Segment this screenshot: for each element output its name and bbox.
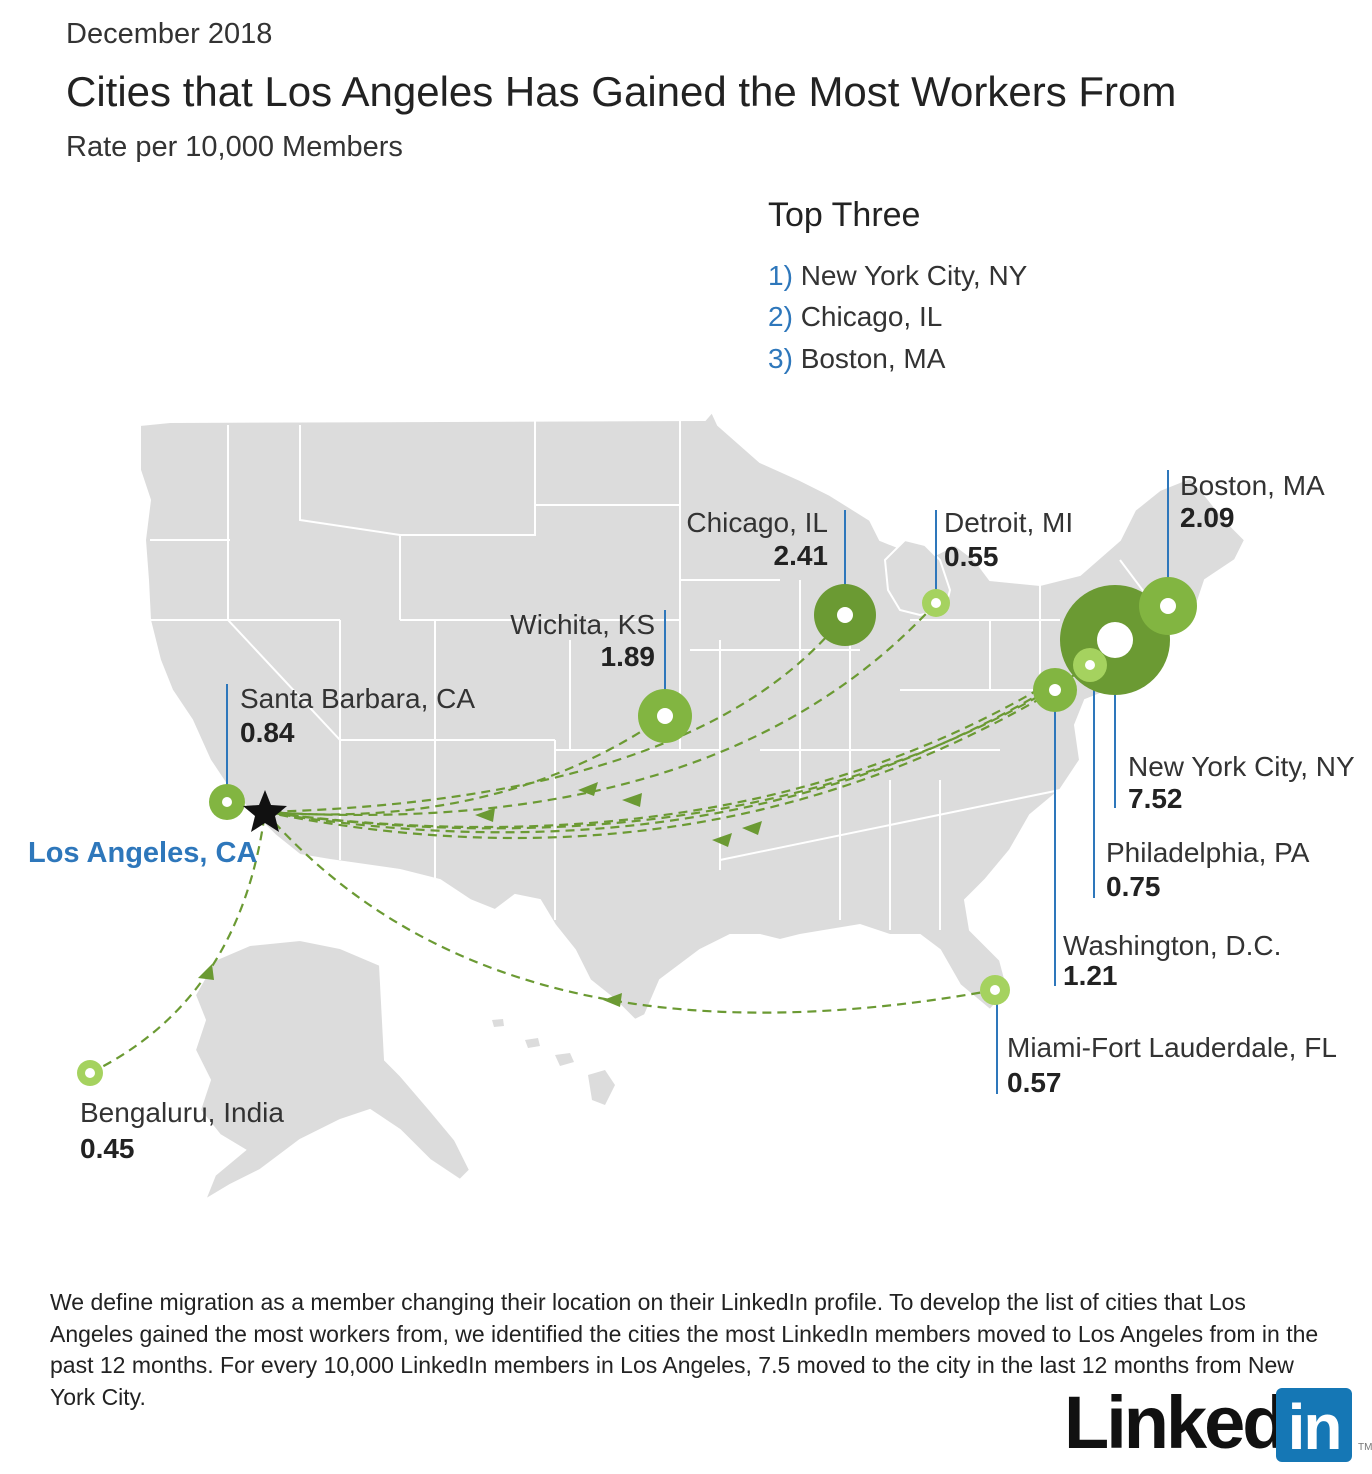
city-name: New York City, NY (1128, 751, 1355, 782)
bubble-center (990, 985, 1000, 995)
bubble-center (1049, 684, 1061, 696)
arrowhead (742, 821, 762, 835)
city-name: Boston, MA (1180, 470, 1325, 501)
top-three-rank: 3) (768, 343, 793, 374)
bubble-center (85, 1068, 95, 1078)
city-value: 0.57 (1007, 1067, 1062, 1098)
top-three-item: 2) Chicago, IL (768, 301, 942, 333)
city-value: 0.84 (240, 717, 295, 748)
leader-lines (226, 470, 1169, 1094)
top-three-rank: 1) (768, 260, 793, 291)
hawaii-island (555, 1053, 574, 1066)
city-name: Philadelphia, PA (1106, 837, 1310, 868)
alaska-land (193, 938, 472, 1203)
top-three-city: New York City, NY (800, 260, 1028, 291)
hawaii-island (492, 1019, 504, 1027)
top-three-rank: 2) (768, 301, 793, 332)
arrowhead (622, 793, 642, 807)
city-value: 0.55 (944, 541, 999, 572)
top-three-city: Boston, MA (800, 343, 946, 374)
us-land (139, 410, 1247, 1022)
page-title: Cities that Los Angeles Has Gained the M… (66, 68, 1177, 115)
us-map (139, 410, 1247, 1203)
city-name: Santa Barbara, CA (240, 683, 475, 714)
top-three-city: Chicago, IL (800, 301, 943, 332)
logo-trademark: TM (1358, 1442, 1372, 1453)
city-value: 2.09 (1180, 502, 1235, 533)
bubble-center (1085, 660, 1095, 670)
footnote: We define migration as a member changing… (50, 1289, 1319, 1410)
arrowhead (578, 782, 598, 796)
top-three-item: 1) New York City, NY (768, 260, 1027, 292)
origin-label: Los Angeles, CA (28, 837, 257, 869)
city-value: 1.21 (1063, 960, 1118, 991)
logo-wordmark: Linked (1064, 1381, 1287, 1464)
arc-miami (264, 811, 996, 1014)
bubble-center (1160, 598, 1176, 614)
city-value: 7.52 (1128, 783, 1183, 814)
city-labels: Chicago, IL 2.41 Detroit, MI 0.55 Boston… (80, 470, 1355, 1164)
bubble-center (1097, 622, 1133, 658)
hawaii-island (588, 1070, 615, 1105)
city-name: Chicago, IL (686, 507, 828, 538)
top-three-heading: Top Three (768, 196, 921, 234)
bubble-center (657, 708, 673, 724)
state-borders (150, 420, 1151, 930)
city-value: 2.41 (774, 540, 829, 571)
city-name: Wichita, KS (510, 609, 655, 640)
arc-washington (264, 689, 1056, 840)
arrowhead (198, 964, 214, 980)
city-name: Washington, D.C. (1063, 930, 1281, 961)
city-value: 0.75 (1106, 871, 1161, 902)
arrowhead (475, 808, 495, 822)
hawaii-island (525, 1038, 540, 1048)
page-subtitle: Rate per 10,000 Members (66, 131, 403, 163)
bubble-center (931, 598, 941, 608)
arrowhead (603, 993, 622, 1007)
city-value: 0.45 (80, 1133, 135, 1164)
arc-philadelphia (264, 664, 1091, 830)
arc-chicago (264, 614, 846, 814)
city-value: 1.89 (601, 641, 656, 672)
arc-wichita (264, 715, 666, 816)
bubble-center (837, 607, 853, 623)
city-name: Detroit, MI (944, 507, 1073, 538)
logo-in-box: in (1276, 1388, 1352, 1463)
arc-arrowheads (198, 782, 762, 1007)
arrowhead (712, 833, 732, 847)
city-name: Miami-Fort Lauderdale, FL (1007, 1032, 1337, 1063)
date-label: December 2018 (66, 18, 273, 50)
migration-map: Los Angeles, CA Chicago, IL 2.41 Detroit… (28, 410, 1355, 1203)
city-name: Bengaluru, India (80, 1097, 284, 1128)
star-icon (243, 790, 287, 832)
top-three-item: 3) Boston, MA (768, 343, 945, 375)
bubble-center (222, 797, 232, 807)
city-bubbles (77, 577, 1197, 1086)
arc-detroit (264, 602, 937, 817)
